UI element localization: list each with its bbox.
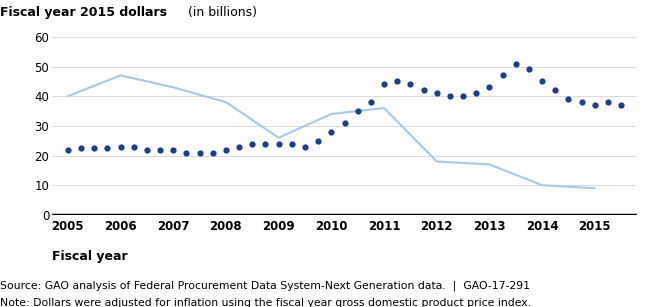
Text: Note: Dollars were adjusted for inflation using the fiscal year gross domestic p: Note: Dollars were adjusted for inflatio… — [0, 298, 531, 307]
Text: Fiscal year 2015 dollars: Fiscal year 2015 dollars — [0, 6, 167, 19]
Text: Fiscal year: Fiscal year — [52, 250, 127, 263]
Text: Source: GAO analysis of Federal Procurement Data System-Next Generation data.  |: Source: GAO analysis of Federal Procurem… — [0, 281, 530, 291]
Text: (in billions): (in billions) — [184, 6, 257, 19]
